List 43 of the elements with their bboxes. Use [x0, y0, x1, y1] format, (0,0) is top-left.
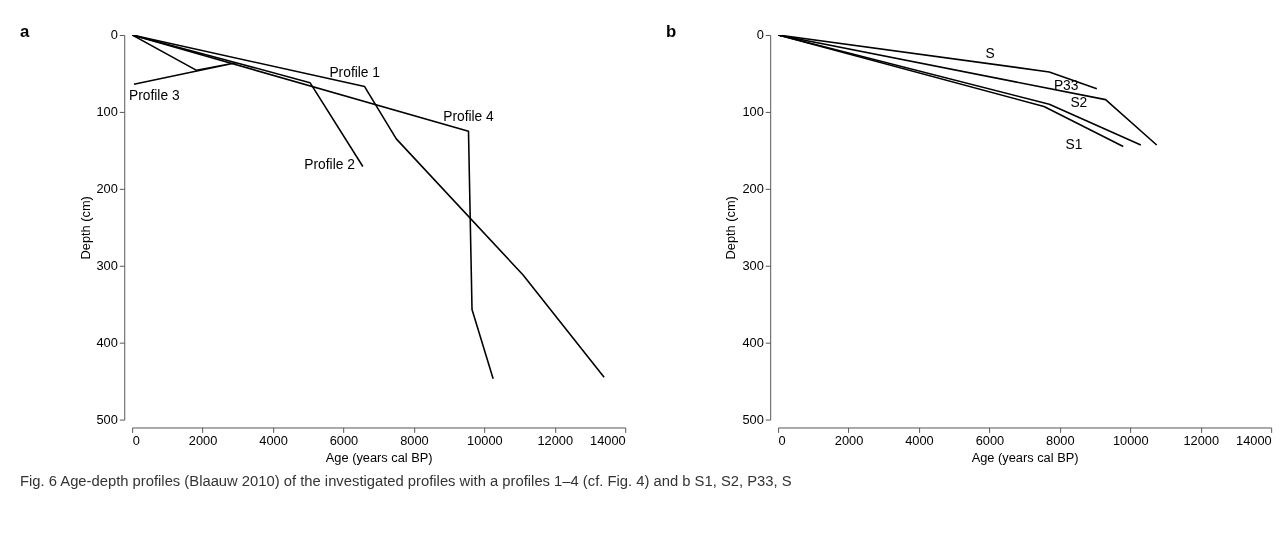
y-tick-label: 500 [96, 412, 118, 428]
series-label: S2 [1070, 95, 1088, 111]
y-tick-label: 300 [96, 258, 118, 274]
x-tick-label: 0 [778, 432, 786, 448]
x-tick-label: 10000 [467, 432, 503, 448]
x-tick-label: 8000 [1046, 432, 1075, 448]
series-label: Profile 2 [304, 156, 355, 172]
x-tick-label: 4000 [259, 432, 288, 448]
caption: Fig. 6 Age-depth profiles (Blaauw 2010) of the investigated profiles with a profiles 1–4 (cf. Fig. 4) and b S1, S2, P33, S [20, 472, 792, 489]
y-tick-label: 100 [96, 104, 118, 120]
x-tick-label: 12000 [1183, 432, 1220, 448]
chart-title: b [665, 21, 677, 41]
y-tick-label: 100 [742, 104, 764, 120]
x-tick-label: 2000 [188, 432, 218, 448]
x-tick-label: 0 [132, 432, 140, 448]
x-tick-label: 14000 [590, 432, 626, 448]
y-tick-label: 200 [742, 181, 764, 197]
series-label: S [985, 46, 995, 62]
y-tick-label: 300 [742, 258, 764, 274]
x-axis-title: Age (years cal BP) [971, 449, 1079, 465]
x-tick-label: 2000 [834, 432, 864, 448]
x-axis-title: Age (years cal BP) [325, 449, 433, 465]
x-tick-label: 10000 [1112, 432, 1149, 448]
series-label: Profile 1 [329, 64, 381, 80]
chart-title: a [20, 21, 31, 41]
x-tick-label: 12000 [537, 432, 574, 448]
y-tick-label: 0 [756, 27, 764, 43]
y-axis-title: Depth (cm) [723, 196, 739, 260]
series-label: Profile 3 [128, 88, 180, 103]
x-tick-label: 6000 [975, 432, 1005, 448]
x-tick-label: 8000 [400, 432, 429, 448]
x-tick-label: 4000 [905, 432, 934, 448]
y-tick-label: 400 [742, 335, 764, 351]
y-tick-label: 200 [96, 181, 118, 197]
y-axis-title: Depth (cm) [77, 196, 93, 260]
series-label: Profile 4 [443, 109, 495, 125]
y-tick-label: 0 [110, 27, 118, 43]
x-tick-label: 6000 [329, 432, 359, 448]
x-tick-label: 14000 [1236, 432, 1272, 448]
y-tick-label: 500 [742, 412, 764, 428]
series-label: P33 [1053, 77, 1079, 93]
series-label: S1 [1065, 136, 1083, 152]
y-tick-label: 400 [96, 335, 118, 351]
